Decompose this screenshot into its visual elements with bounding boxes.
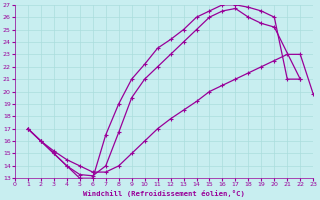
- X-axis label: Windchill (Refroidissement éolien,°C): Windchill (Refroidissement éolien,°C): [83, 190, 245, 197]
